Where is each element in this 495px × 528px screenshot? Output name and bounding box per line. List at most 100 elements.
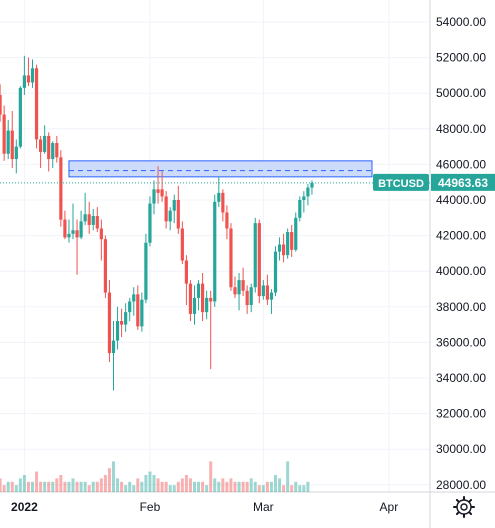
candle-body[interactable] bbox=[22, 75, 26, 88]
candle-body[interactable] bbox=[245, 290, 249, 306]
candle-body[interactable] bbox=[115, 321, 120, 341]
candle-body[interactable] bbox=[282, 244, 286, 256]
last-price-label: 44963.63 bbox=[438, 176, 488, 190]
chart-settings-button[interactable] bbox=[452, 495, 476, 519]
candle-body[interactable] bbox=[156, 189, 160, 193]
time-tick-label: Apr bbox=[380, 500, 399, 514]
volume-bar bbox=[193, 481, 196, 492]
candle-body[interactable] bbox=[209, 297, 213, 302]
candle-body[interactable] bbox=[306, 187, 310, 197]
volume-bar bbox=[286, 461, 290, 492]
candle-body[interactable] bbox=[188, 283, 193, 314]
candle-body[interactable] bbox=[124, 312, 128, 325]
volume-bar bbox=[83, 481, 87, 492]
volume-bar bbox=[245, 481, 249, 492]
candle-body[interactable] bbox=[2, 114, 6, 154]
candle-body[interactable] bbox=[0, 94, 2, 115]
candle-body[interactable] bbox=[47, 135, 51, 160]
candle-body[interactable] bbox=[249, 287, 253, 306]
candle-body[interactable] bbox=[257, 223, 261, 297]
volume-bar bbox=[67, 481, 71, 492]
candle-body[interactable] bbox=[34, 68, 39, 140]
candle-body[interactable] bbox=[103, 239, 107, 293]
candle-body[interactable] bbox=[99, 228, 103, 240]
candle-body[interactable] bbox=[176, 200, 180, 229]
candle-body[interactable] bbox=[111, 340, 116, 354]
candle-body[interactable] bbox=[63, 219, 67, 238]
volume-bar bbox=[290, 485, 294, 492]
price-tick-label: 36000.00 bbox=[436, 335, 486, 349]
candle-body[interactable] bbox=[30, 68, 35, 83]
candle-body[interactable] bbox=[79, 221, 83, 238]
candle-body[interactable] bbox=[144, 242, 148, 300]
symbol-badge[interactable] bbox=[373, 173, 429, 191]
candle-body[interactable] bbox=[286, 232, 290, 256]
candle-body[interactable] bbox=[221, 192, 225, 213]
candle-body[interactable] bbox=[14, 146, 18, 160]
candle-body[interactable] bbox=[51, 143, 55, 160]
candle-body[interactable] bbox=[107, 292, 112, 354]
candle-body[interactable] bbox=[229, 228, 233, 288]
volume-bar bbox=[107, 468, 111, 492]
candle-body[interactable] bbox=[136, 294, 140, 327]
volume-bar bbox=[31, 481, 34, 492]
candle-body[interactable] bbox=[91, 216, 95, 225]
candle-body[interactable] bbox=[273, 251, 278, 293]
candle-body[interactable] bbox=[148, 203, 152, 243]
candle-body[interactable] bbox=[192, 297, 197, 314]
candle-body[interactable] bbox=[201, 283, 205, 313]
candle-body[interactable] bbox=[269, 292, 274, 300]
candle-body[interactable] bbox=[95, 216, 99, 229]
candle-body[interactable] bbox=[132, 294, 136, 302]
candle-body[interactable] bbox=[39, 139, 43, 152]
candle-body[interactable] bbox=[302, 196, 306, 200]
candle-body[interactable] bbox=[71, 230, 75, 234]
candle-body[interactable] bbox=[205, 297, 209, 313]
candle-body[interactable] bbox=[217, 192, 221, 202]
candle-body[interactable] bbox=[120, 321, 124, 325]
candle-body[interactable] bbox=[277, 244, 282, 252]
volume-bar bbox=[39, 481, 43, 492]
candle-body[interactable] bbox=[83, 214, 87, 222]
candle-body[interactable] bbox=[26, 75, 31, 83]
candle-body[interactable] bbox=[128, 301, 132, 313]
candle-body[interactable] bbox=[241, 280, 245, 291]
candle-body[interactable] bbox=[75, 230, 79, 238]
candle-body[interactable] bbox=[43, 135, 47, 152]
candle-body[interactable] bbox=[87, 214, 91, 225]
candle-body[interactable] bbox=[310, 182, 314, 188]
candle-body[interactable] bbox=[213, 201, 217, 302]
candle-body[interactable] bbox=[168, 210, 172, 222]
volume-bar bbox=[43, 481, 47, 492]
candle-body[interactable] bbox=[140, 299, 144, 327]
candle-body[interactable] bbox=[253, 223, 257, 288]
candle-body[interactable] bbox=[180, 228, 184, 261]
candle-body[interactable] bbox=[10, 130, 14, 160]
candle-body[interactable] bbox=[55, 143, 59, 158]
candle-body[interactable] bbox=[152, 189, 156, 204]
candle-body[interactable] bbox=[172, 200, 176, 211]
candle-body[interactable] bbox=[225, 212, 229, 229]
candle-body[interactable] bbox=[59, 157, 63, 220]
volume-bar bbox=[172, 485, 176, 492]
candle-body[interactable] bbox=[265, 285, 269, 300]
candle-body[interactable] bbox=[294, 217, 298, 250]
candle-body[interactable] bbox=[160, 189, 164, 197]
candle-body[interactable] bbox=[6, 130, 10, 154]
candle-body[interactable] bbox=[261, 285, 265, 297]
volume-bar bbox=[225, 481, 229, 492]
candle-body[interactable] bbox=[237, 280, 241, 295]
candle-body[interactable] bbox=[290, 232, 294, 250]
resistance-zone[interactable] bbox=[68, 160, 373, 178]
candle-body[interactable] bbox=[164, 196, 168, 222]
volume-bar bbox=[10, 481, 14, 492]
candle-body[interactable] bbox=[233, 287, 237, 295]
candle-body[interactable] bbox=[298, 200, 302, 218]
candle-body[interactable] bbox=[67, 233, 71, 238]
candle-body[interactable] bbox=[18, 87, 22, 147]
candle-body[interactable] bbox=[184, 260, 188, 284]
volume-bar bbox=[87, 485, 91, 492]
candle-body[interactable] bbox=[196, 283, 201, 298]
